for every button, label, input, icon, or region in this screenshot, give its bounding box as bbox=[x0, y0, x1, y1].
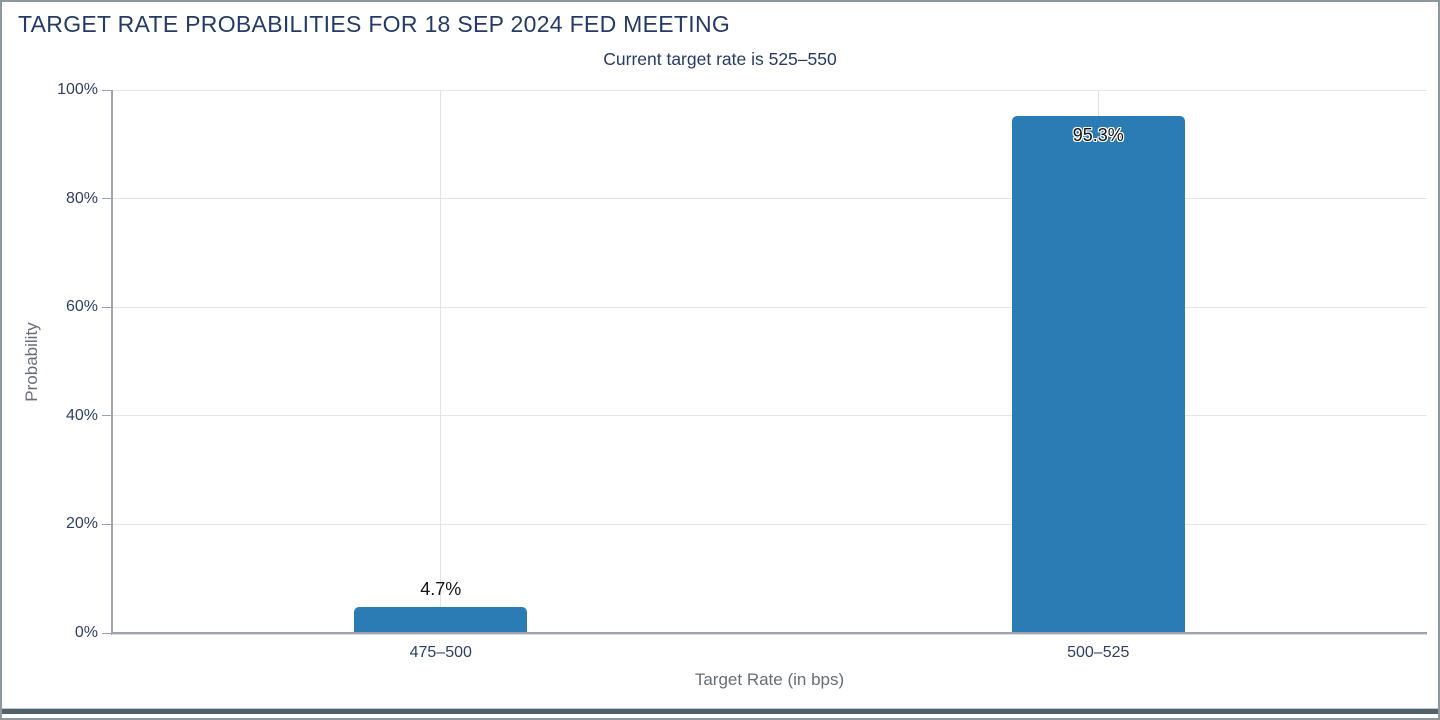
gridline-vertical bbox=[440, 90, 442, 633]
gridline-horizontal bbox=[112, 523, 1427, 525]
y-tick-mark bbox=[102, 306, 112, 308]
y-tick-mark bbox=[102, 523, 112, 525]
y-tick-label: 20% bbox=[65, 515, 98, 533]
y-tick-label: 0% bbox=[74, 624, 98, 641]
x-tick-label: 475–500 bbox=[409, 644, 472, 661]
bar-value-label: 95.3% bbox=[1072, 124, 1124, 145]
x-tick-label: 500–525 bbox=[1067, 644, 1130, 661]
y-tick-mark bbox=[102, 415, 112, 417]
y-tick-mark bbox=[102, 198, 112, 200]
x-axis-title: Target Rate (in bps) bbox=[694, 670, 845, 689]
chart-subtitle: Current target rate is 525–550 bbox=[603, 49, 837, 69]
window-bottom-highlight bbox=[2, 708, 1438, 709]
gridline-horizontal bbox=[112, 198, 1427, 200]
y-tick-mark bbox=[102, 632, 112, 634]
y-tick-label: 40% bbox=[65, 406, 98, 424]
y-tick-label: 80% bbox=[65, 189, 98, 207]
x-axis-line bbox=[112, 632, 1427, 634]
x-axis-shadow bbox=[112, 634, 1427, 635]
bar-value-label: 4.7% bbox=[420, 579, 462, 600]
gridline-horizontal bbox=[112, 306, 1427, 308]
bar-500-525[interactable] bbox=[1011, 115, 1185, 633]
window-bottom-edge bbox=[2, 709, 1438, 714]
gridline-horizontal bbox=[112, 89, 1427, 91]
y-axis-line bbox=[111, 90, 113, 635]
bar-475-500[interactable] bbox=[354, 607, 528, 633]
y-tick-label: 60% bbox=[65, 298, 98, 316]
y-tick-label: 100% bbox=[57, 81, 98, 98]
y-tick-mark bbox=[102, 89, 112, 91]
chart-title: TARGET RATE PROBABILITIES FOR 18 SEP 202… bbox=[18, 11, 731, 37]
y-axis-title: Probability bbox=[22, 322, 41, 402]
gridline-horizontal bbox=[112, 415, 1427, 417]
